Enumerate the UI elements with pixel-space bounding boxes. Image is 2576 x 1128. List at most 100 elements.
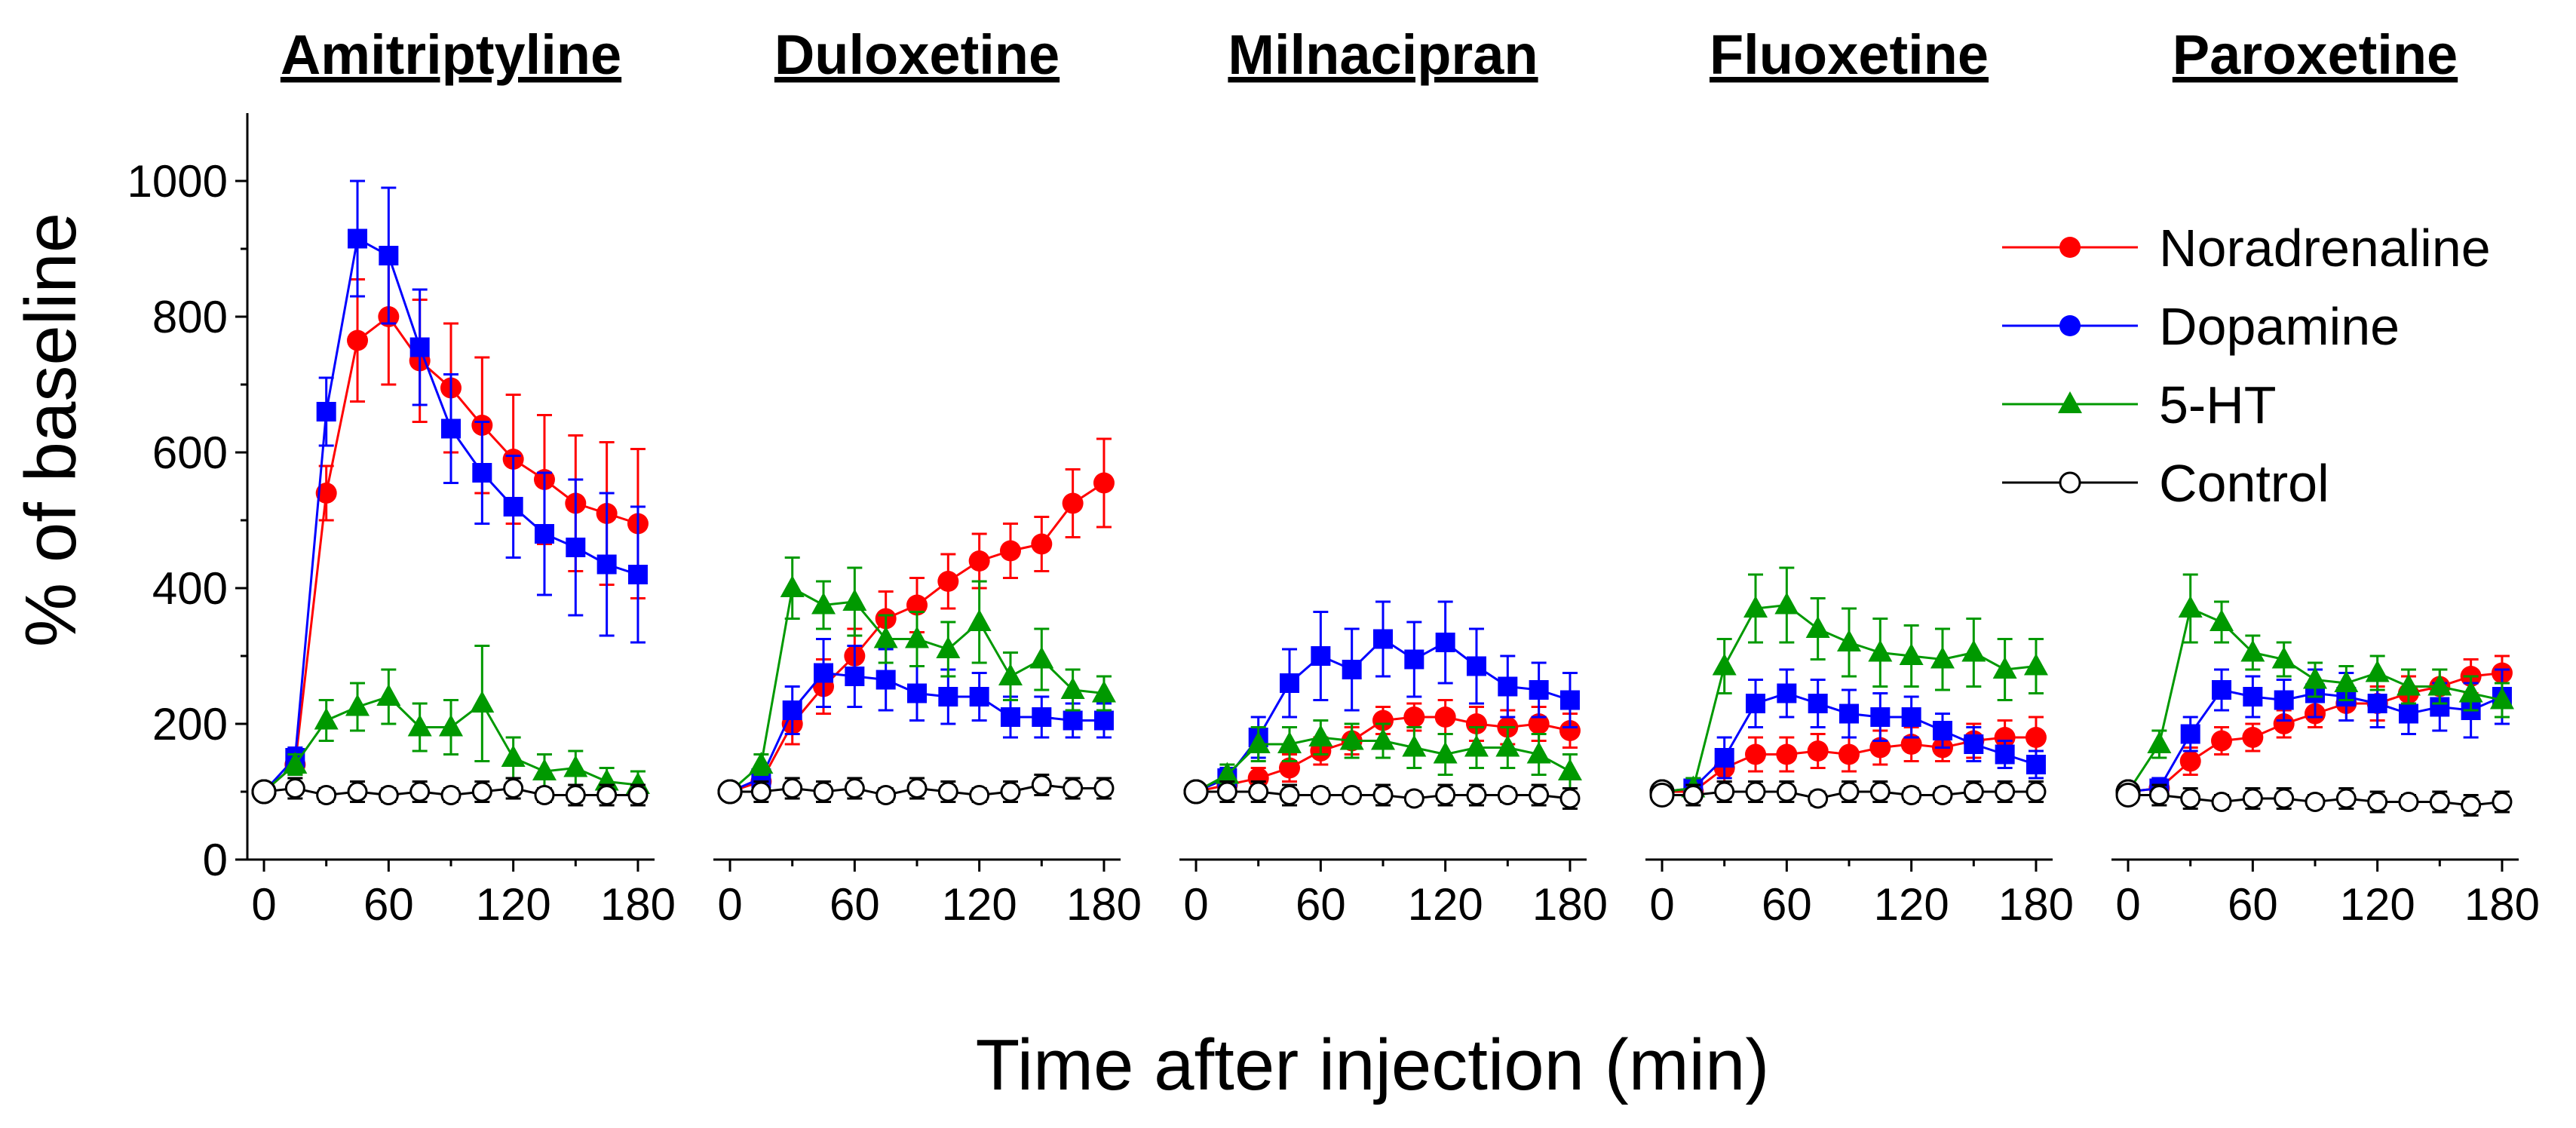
data-point: [842, 589, 867, 611]
data-point: [627, 785, 649, 805]
panel-fluoxetine: Fluoxetine 0 60 120 180: [1645, 23, 2074, 930]
data-point: [2365, 660, 2390, 682]
data-point: [315, 483, 337, 504]
series-control: [251, 777, 649, 807]
data-point: [1932, 785, 1953, 805]
data-point: [998, 664, 1023, 685]
data-point: [1372, 785, 1394, 805]
data-point: [409, 781, 431, 802]
y-tick-label: 800: [152, 292, 228, 342]
data-point: [440, 785, 462, 805]
data-point: [2211, 730, 2233, 752]
data-point: [563, 755, 588, 777]
data-point: [1060, 677, 1085, 699]
data-point: [1465, 713, 1487, 734]
data-point: [1280, 673, 1300, 693]
series-control: [1649, 780, 2047, 809]
data-point: [2179, 750, 2201, 772]
legend-marker: [2059, 471, 2081, 494]
legend-label: 5-HT: [2159, 375, 2277, 434]
data-point: [565, 785, 586, 805]
data-point: [316, 402, 336, 421]
data-point: [1093, 472, 1115, 494]
data-point: [1745, 743, 1767, 765]
x-tick-label: 0: [1183, 879, 1208, 930]
x-tick-label: 0: [1649, 879, 1674, 930]
data-point: [1870, 707, 1891, 727]
data-point: [876, 670, 896, 690]
data-point: [1994, 727, 2016, 748]
legend-marker: [2059, 315, 2081, 336]
x-tick-label: 180: [1998, 879, 2074, 930]
series-5-ht: [2115, 573, 2514, 805]
data-point: [782, 700, 802, 720]
data-point: [503, 497, 523, 516]
data-point: [345, 694, 370, 716]
data-point: [596, 554, 617, 575]
data-point: [1435, 633, 1455, 652]
data-point: [1932, 721, 1952, 740]
data-point: [1743, 596, 1768, 618]
data-point: [1838, 781, 1860, 802]
data-point: [907, 683, 927, 703]
x-tick-label: 60: [1762, 879, 1812, 930]
data-point: [1774, 592, 1799, 615]
data-point: [1899, 643, 1924, 665]
legend-marker: [2058, 391, 2082, 413]
data-point: [845, 667, 865, 686]
data-point: [906, 778, 928, 798]
data-point: [937, 571, 959, 592]
data-point: [1964, 734, 1984, 754]
data-point: [1900, 734, 1922, 755]
data-point: [1371, 728, 1395, 750]
data-point: [1559, 788, 1581, 809]
legend-label: Noradrenaline: [2159, 219, 2491, 277]
data-point: [1837, 630, 1861, 651]
data-point: [967, 609, 992, 631]
data-point: [969, 687, 989, 707]
data-point: [1838, 743, 1860, 765]
data-point: [1093, 710, 1114, 731]
data-point: [2427, 673, 2452, 696]
x-tick-label: 0: [251, 879, 276, 930]
data-point: [2023, 653, 2048, 676]
data-point: [534, 524, 554, 544]
series-5-ht: [717, 556, 1116, 805]
data-point: [1712, 653, 1737, 676]
data-point: [2271, 646, 2296, 669]
series-5-ht: [1649, 566, 2048, 805]
data-point: [1498, 676, 1518, 697]
data-point: [1869, 781, 1891, 802]
data-point: [1808, 788, 1829, 809]
data-point: [1526, 741, 1551, 764]
data-point: [1930, 646, 1955, 669]
data-point: [1091, 680, 1116, 703]
data-point: [2212, 680, 2232, 700]
data-point: [283, 752, 308, 774]
data-point: [1311, 646, 1331, 666]
data-point: [1279, 757, 1301, 779]
data-point: [441, 418, 461, 439]
y-axis: 0 200 400 600 800 1000: [127, 113, 249, 885]
y-tick-label: 200: [152, 699, 228, 749]
legend-entry: Dopamine: [2002, 297, 2400, 356]
data-point: [1308, 725, 1333, 746]
baseline-point: [1183, 779, 1209, 805]
data-point: [1372, 710, 1394, 731]
data-point: [2396, 673, 2421, 696]
data-point: [2458, 680, 2483, 703]
data-point: [2147, 731, 2172, 753]
legend-entry: Control: [2002, 454, 2329, 513]
baseline-point: [2115, 783, 2141, 808]
data-point: [938, 687, 958, 707]
panels: Amitriptyline 0 60 120 180 Duloxetine 0 60 120 18…: [247, 23, 2540, 930]
data-point: [2398, 703, 2418, 724]
data-point: [1901, 785, 1922, 805]
panel-duloxetine: Duloxetine 0 60 120 180: [713, 23, 1142, 930]
data-point: [1682, 785, 1704, 805]
legend-label: Dopamine: [2159, 297, 2400, 356]
data-point: [348, 228, 368, 249]
data-point: [1745, 781, 1766, 802]
data-point: [2242, 727, 2264, 748]
